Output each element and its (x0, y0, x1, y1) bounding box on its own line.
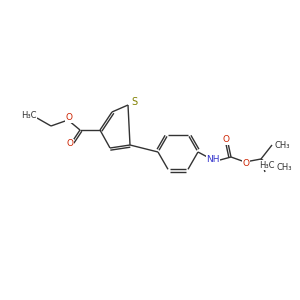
Text: S: S (131, 97, 137, 107)
Text: CH₃: CH₃ (274, 140, 290, 149)
Text: CH₃: CH₃ (276, 164, 292, 172)
Text: H₃C: H₃C (21, 112, 37, 121)
Text: NH: NH (206, 155, 220, 164)
Text: O: O (242, 160, 250, 169)
Text: O: O (67, 140, 73, 148)
Text: H₃C: H₃C (259, 160, 275, 169)
Text: O: O (223, 136, 230, 145)
Text: O: O (65, 113, 73, 122)
